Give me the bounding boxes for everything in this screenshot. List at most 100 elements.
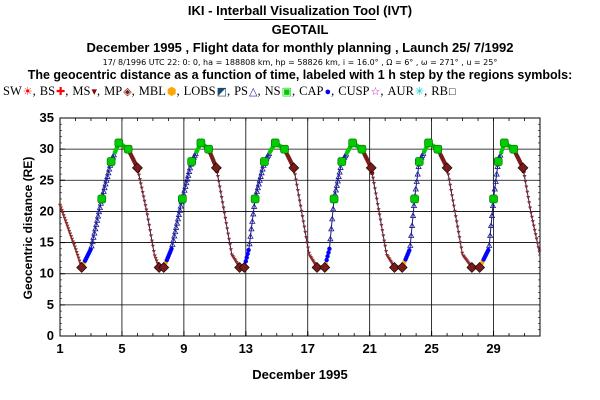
data-point <box>89 238 96 245</box>
data-point <box>69 235 74 239</box>
legend-item-mbl: MBL⬢, <box>139 84 180 99</box>
y-tick-label: 30 <box>40 141 54 156</box>
legend-label: SW <box>3 84 22 98</box>
region-marker-ns <box>489 194 498 204</box>
x-tick-label: 17 <box>301 341 315 356</box>
region-marker-ns <box>106 157 116 166</box>
data-point <box>373 192 378 196</box>
data-point <box>537 250 542 255</box>
region-marker-mp <box>131 162 143 174</box>
data-point <box>329 215 336 222</box>
data-point <box>256 176 263 183</box>
data-point <box>382 239 387 244</box>
data-point <box>451 204 456 209</box>
data-point <box>492 178 499 184</box>
data-point <box>141 195 146 199</box>
data-point <box>70 237 75 242</box>
data-point <box>137 177 142 182</box>
data-point <box>326 250 331 255</box>
legend-label: NS <box>264 84 281 98</box>
data-point <box>58 206 63 210</box>
data-point <box>72 245 77 250</box>
data-point <box>493 170 500 177</box>
region-marker-mp <box>517 162 529 174</box>
data-point <box>244 255 249 260</box>
data-point <box>491 185 498 192</box>
data-point <box>454 220 459 224</box>
legend-item-bs: BS✚, <box>40 84 69 99</box>
data-point <box>446 173 451 177</box>
legend-label: CAP <box>299 84 324 98</box>
data-point <box>225 227 230 231</box>
region-marker-mp <box>466 262 478 273</box>
data-point <box>371 176 376 181</box>
legend-label: PS <box>234 84 249 98</box>
data-point <box>186 164 194 171</box>
region-marker-ns <box>357 144 367 154</box>
data-point <box>101 184 108 191</box>
data-point <box>305 241 310 245</box>
data-point <box>171 232 178 239</box>
y-tick-label: 15 <box>40 235 54 250</box>
data-point <box>449 189 454 193</box>
region-marker-mp <box>238 262 250 273</box>
title-underline <box>224 19 376 20</box>
legend-item-cap: CAP●, <box>299 84 334 99</box>
legend-separator: , <box>226 84 231 98</box>
data-point <box>408 222 416 228</box>
data-point <box>375 202 380 207</box>
data-point <box>300 215 305 219</box>
data-point <box>63 219 68 223</box>
data-point <box>296 194 301 198</box>
data-point <box>529 215 534 220</box>
legend-item-ps: PS△, <box>234 84 261 99</box>
app-title: IKI - Interball Visualization Tool (IVT) <box>187 3 413 18</box>
data-point <box>222 211 227 216</box>
data-point <box>152 254 157 258</box>
data-point <box>245 251 250 256</box>
x-tick-label: 21 <box>362 341 376 356</box>
legend-symbol-icon: □ <box>448 86 456 98</box>
data-point <box>243 259 249 264</box>
region-marker-ns <box>493 157 503 166</box>
legend-item-ms: MS▾, <box>72 84 100 99</box>
data-point <box>333 182 341 188</box>
data-point <box>60 211 65 216</box>
data-point <box>447 178 452 183</box>
legend-symbol-icon: ✳ <box>414 86 425 98</box>
data-point <box>184 175 191 182</box>
data-point <box>142 199 147 204</box>
region-marker-mp <box>365 162 377 174</box>
data-point <box>254 184 262 191</box>
data-point <box>74 251 79 255</box>
region-marker-ns <box>348 138 357 148</box>
data-point <box>526 195 531 200</box>
legend-separator: , <box>292 84 296 98</box>
data-point <box>106 165 113 172</box>
data-point <box>460 251 465 256</box>
legend-symbol-icon: ◈ <box>123 86 132 98</box>
data-point <box>304 236 309 240</box>
data-point <box>88 242 95 249</box>
data-point <box>457 236 462 240</box>
data-point <box>407 248 412 253</box>
data-point <box>293 178 298 183</box>
data-point <box>534 237 539 242</box>
data-point <box>170 236 177 243</box>
data-point <box>140 191 145 195</box>
data-point <box>327 235 334 242</box>
x-tick-label: 5 <box>118 341 125 356</box>
data-point <box>185 168 193 174</box>
x-tick-label: 25 <box>424 341 438 356</box>
data-point <box>407 242 414 248</box>
data-point <box>148 229 153 233</box>
data-point <box>102 180 109 187</box>
data-point <box>181 186 188 193</box>
data-point <box>217 185 222 190</box>
region-marker-ns <box>270 138 280 148</box>
data-point <box>66 227 71 231</box>
legend-item-mp: MP◈, <box>104 84 135 99</box>
x-tick-label: 29 <box>486 341 500 356</box>
data-point <box>529 211 534 215</box>
legend-symbol-icon: ▾ <box>91 86 97 98</box>
